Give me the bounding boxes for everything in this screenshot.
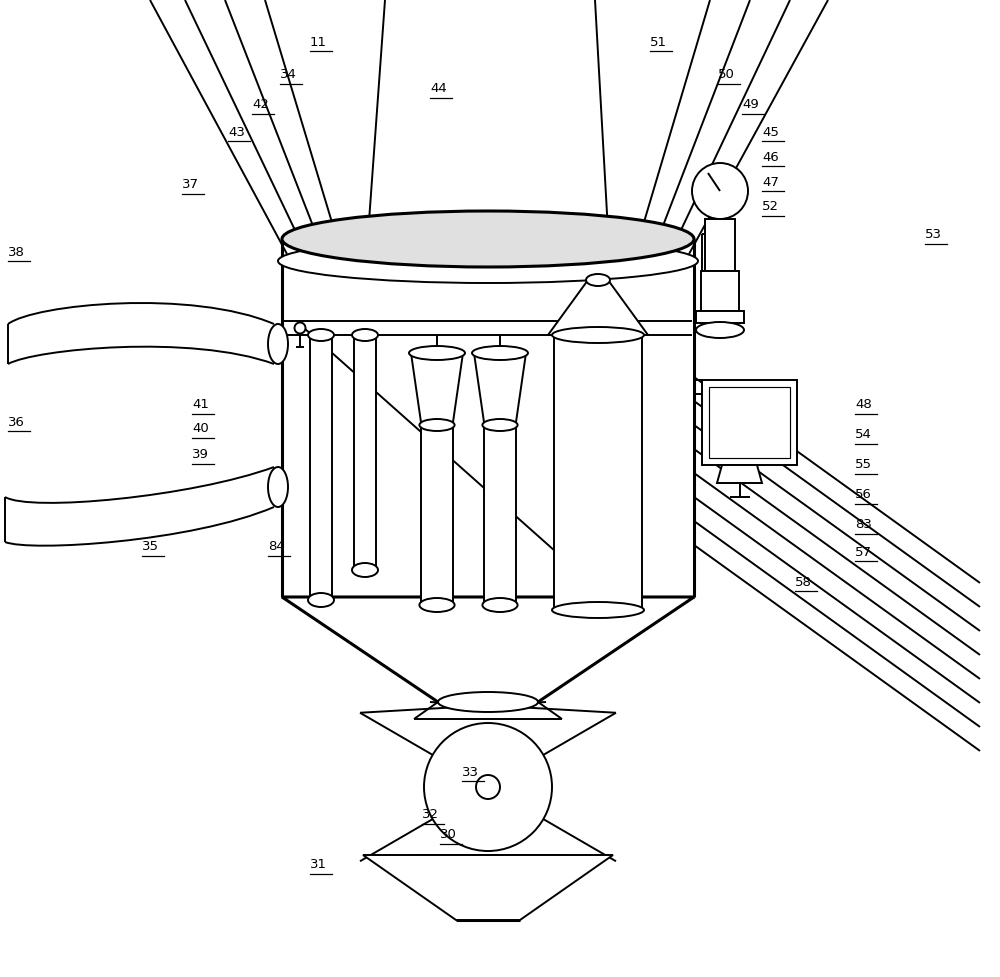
Text: 40: 40 <box>192 422 209 436</box>
Ellipse shape <box>352 563 378 577</box>
Circle shape <box>294 322 306 333</box>
Bar <box>701 271 739 311</box>
Text: 32: 32 <box>422 809 439 822</box>
Ellipse shape <box>419 598 455 612</box>
Text: 42: 42 <box>252 99 269 111</box>
Bar <box>484 425 516 605</box>
Ellipse shape <box>472 346 528 360</box>
Bar <box>702 380 797 465</box>
Text: 50: 50 <box>718 68 735 81</box>
Text: 46: 46 <box>762 150 779 163</box>
Text: 30: 30 <box>440 828 457 841</box>
Text: 11: 11 <box>310 35 327 49</box>
Text: 31: 31 <box>310 859 327 871</box>
Text: 51: 51 <box>650 35 667 49</box>
Text: 33: 33 <box>462 766 479 779</box>
Text: 47: 47 <box>762 176 779 189</box>
Text: 37: 37 <box>182 179 199 191</box>
Text: 58: 58 <box>795 575 812 588</box>
Bar <box>705 219 735 271</box>
Bar <box>310 335 332 600</box>
Ellipse shape <box>696 322 744 338</box>
Text: 45: 45 <box>762 125 779 139</box>
Bar <box>709 387 790 458</box>
Ellipse shape <box>586 274 610 286</box>
Text: 38: 38 <box>8 245 25 259</box>
Bar <box>554 335 642 610</box>
Ellipse shape <box>352 329 378 341</box>
Text: 84: 84 <box>268 540 285 554</box>
Bar <box>421 425 453 605</box>
Ellipse shape <box>552 327 644 343</box>
Ellipse shape <box>268 324 288 364</box>
Text: 57: 57 <box>855 545 872 559</box>
Text: 52: 52 <box>762 200 779 214</box>
Text: 56: 56 <box>855 488 872 501</box>
Text: 54: 54 <box>855 429 872 442</box>
Ellipse shape <box>282 211 694 267</box>
Circle shape <box>476 775 500 799</box>
Text: 36: 36 <box>8 415 25 429</box>
Polygon shape <box>363 855 613 920</box>
Ellipse shape <box>438 692 538 712</box>
Ellipse shape <box>308 593 334 607</box>
Text: 43: 43 <box>228 125 245 139</box>
Text: 39: 39 <box>192 448 209 461</box>
Polygon shape <box>282 597 694 702</box>
Ellipse shape <box>268 467 288 507</box>
Text: 49: 49 <box>742 99 759 111</box>
Text: 53: 53 <box>925 229 942 241</box>
Text: 34: 34 <box>280 68 297 81</box>
Ellipse shape <box>409 346 465 360</box>
Polygon shape <box>548 280 648 335</box>
Text: 44: 44 <box>430 82 447 96</box>
Text: 83: 83 <box>855 519 872 531</box>
Ellipse shape <box>419 419 455 431</box>
Bar <box>354 335 376 570</box>
Text: 35: 35 <box>142 540 159 554</box>
Polygon shape <box>474 353 526 425</box>
Text: 41: 41 <box>192 399 209 411</box>
Ellipse shape <box>552 602 644 618</box>
Bar <box>696 311 744 323</box>
Text: 55: 55 <box>855 458 872 472</box>
Ellipse shape <box>482 598 518 612</box>
Ellipse shape <box>278 239 698 283</box>
Circle shape <box>692 163 748 219</box>
Polygon shape <box>411 353 463 425</box>
Text: 48: 48 <box>855 399 872 411</box>
Polygon shape <box>717 465 762 483</box>
Ellipse shape <box>482 419 518 431</box>
Circle shape <box>424 723 552 851</box>
Ellipse shape <box>308 329 334 341</box>
